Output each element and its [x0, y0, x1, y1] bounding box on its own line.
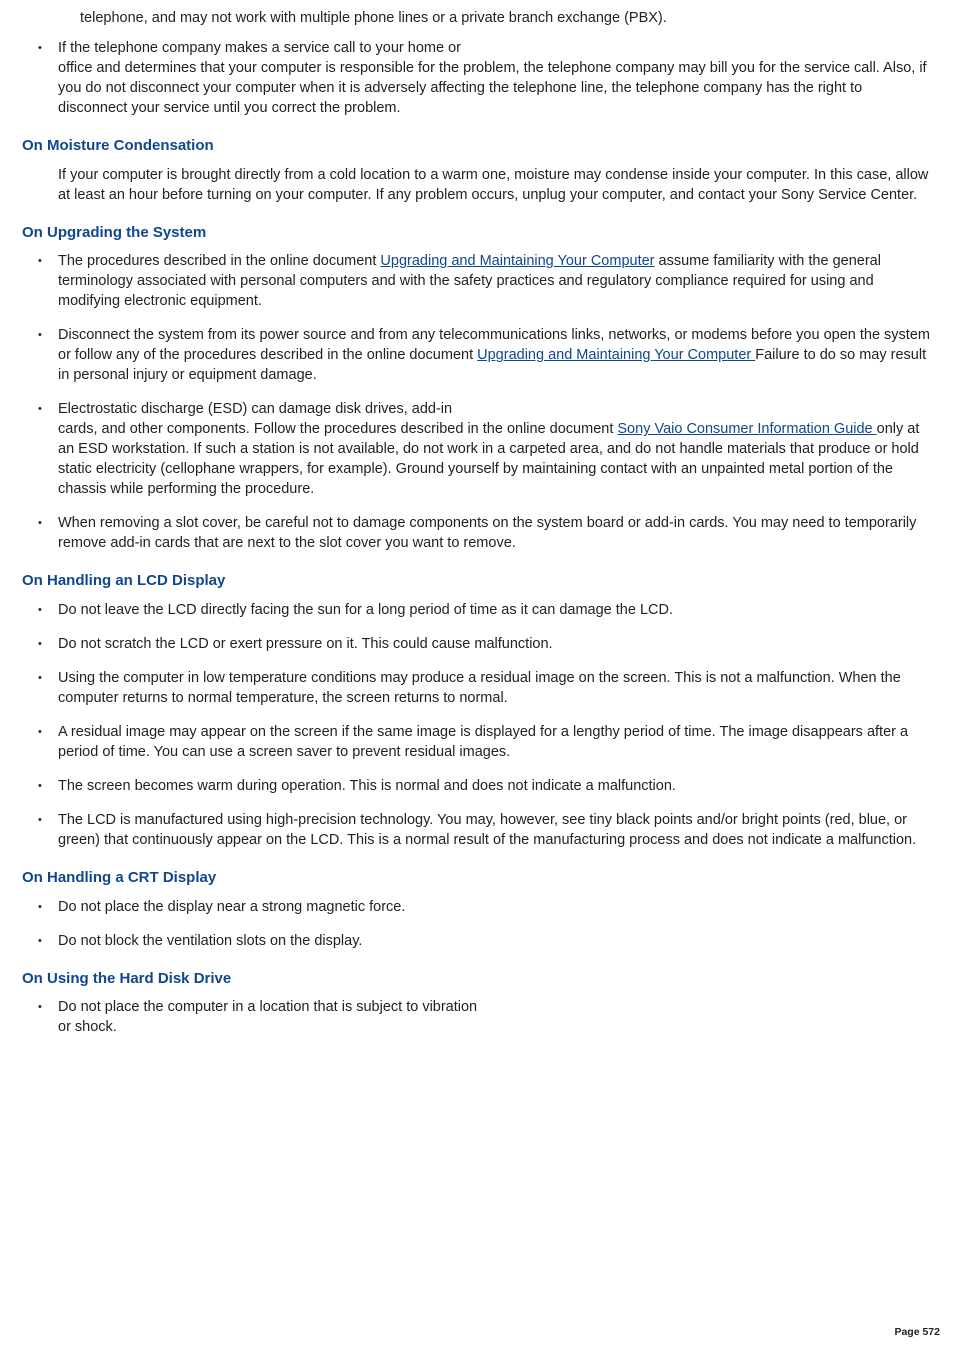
- list-item: A residual image may appear on the scree…: [44, 722, 932, 762]
- bullet-line1: If the telephone company makes a service…: [58, 40, 461, 56]
- fragment-top-paragraph: telephone, and may not work with multipl…: [80, 8, 932, 28]
- bullet-text: The screen becomes warm during operation…: [58, 778, 676, 794]
- upgrading-list: The procedures described in the online d…: [44, 251, 932, 553]
- bullet-text: A residual image may appear on the scree…: [58, 724, 908, 760]
- list-item: Do not block the ventilation slots on th…: [44, 931, 932, 951]
- list-item: The screen becomes warm during operation…: [44, 776, 932, 796]
- hdd-list: Do not place the computer in a location …: [44, 997, 932, 1037]
- moisture-paragraph: If your computer is brought directly fro…: [58, 165, 932, 205]
- bullet-text: Do not place the display near a strong m…: [58, 899, 405, 915]
- heading-moisture: On Moisture Condensation: [22, 136, 932, 157]
- bullet-text: Do not block the ventilation slots on th…: [58, 933, 362, 949]
- link-upgrading-guide[interactable]: Upgrading and Maintaining Your Computer: [380, 253, 654, 269]
- bullet-line2: or shock.: [58, 1019, 117, 1035]
- bullet-text: Do not scratch the LCD or exert pressure…: [58, 636, 553, 652]
- bullet-line1: Do not place the computer in a location …: [58, 999, 477, 1015]
- list-item: Do not place the display near a strong m…: [44, 897, 932, 917]
- crt-list: Do not place the display near a strong m…: [44, 897, 932, 951]
- link-upgrading-guide[interactable]: Upgrading and Maintaining Your Computer: [477, 347, 755, 363]
- list-item: When removing a slot cover, be careful n…: [44, 513, 932, 553]
- page-number: Page 572: [894, 1325, 940, 1339]
- bullet-text: Using the computer in low temperature co…: [58, 670, 901, 706]
- bullet-pre: The procedures described in the online d…: [58, 253, 380, 269]
- list-item: The LCD is manufactured using high-preci…: [44, 810, 932, 850]
- heading-crt: On Handling a CRT Display: [22, 868, 932, 889]
- bullet-rest: office and determines that your computer…: [58, 60, 927, 116]
- list-item: Using the computer in low temperature co…: [44, 668, 932, 708]
- list-item: Do not scratch the LCD or exert pressure…: [44, 634, 932, 654]
- heading-upgrading: On Upgrading the System: [22, 223, 932, 244]
- bullet-pre: cards, and other components. Follow the …: [58, 421, 617, 437]
- list-item: The procedures described in the online d…: [44, 251, 932, 311]
- heading-lcd: On Handling an LCD Display: [22, 571, 932, 592]
- list-item: Do not place the computer in a location …: [44, 997, 932, 1037]
- link-sony-vaio-guide[interactable]: Sony Vaio Consumer Information Guide: [617, 421, 876, 437]
- bullet-text: Do not leave the LCD directly facing the…: [58, 602, 673, 618]
- bullet-line1: Electrostatic discharge (ESD) can damage…: [58, 401, 452, 417]
- bullet-text: When removing a slot cover, be careful n…: [58, 515, 916, 551]
- list-item: Do not leave the LCD directly facing the…: [44, 600, 932, 620]
- list-item: If the telephone company makes a service…: [44, 38, 932, 118]
- lcd-list: Do not leave the LCD directly facing the…: [44, 600, 932, 850]
- bullet-text: The LCD is manufactured using high-preci…: [58, 812, 916, 848]
- list-item: Disconnect the system from its power sou…: [44, 325, 932, 385]
- list-item: Electrostatic discharge (ESD) can damage…: [44, 399, 932, 499]
- heading-hdd: On Using the Hard Disk Drive: [22, 969, 932, 990]
